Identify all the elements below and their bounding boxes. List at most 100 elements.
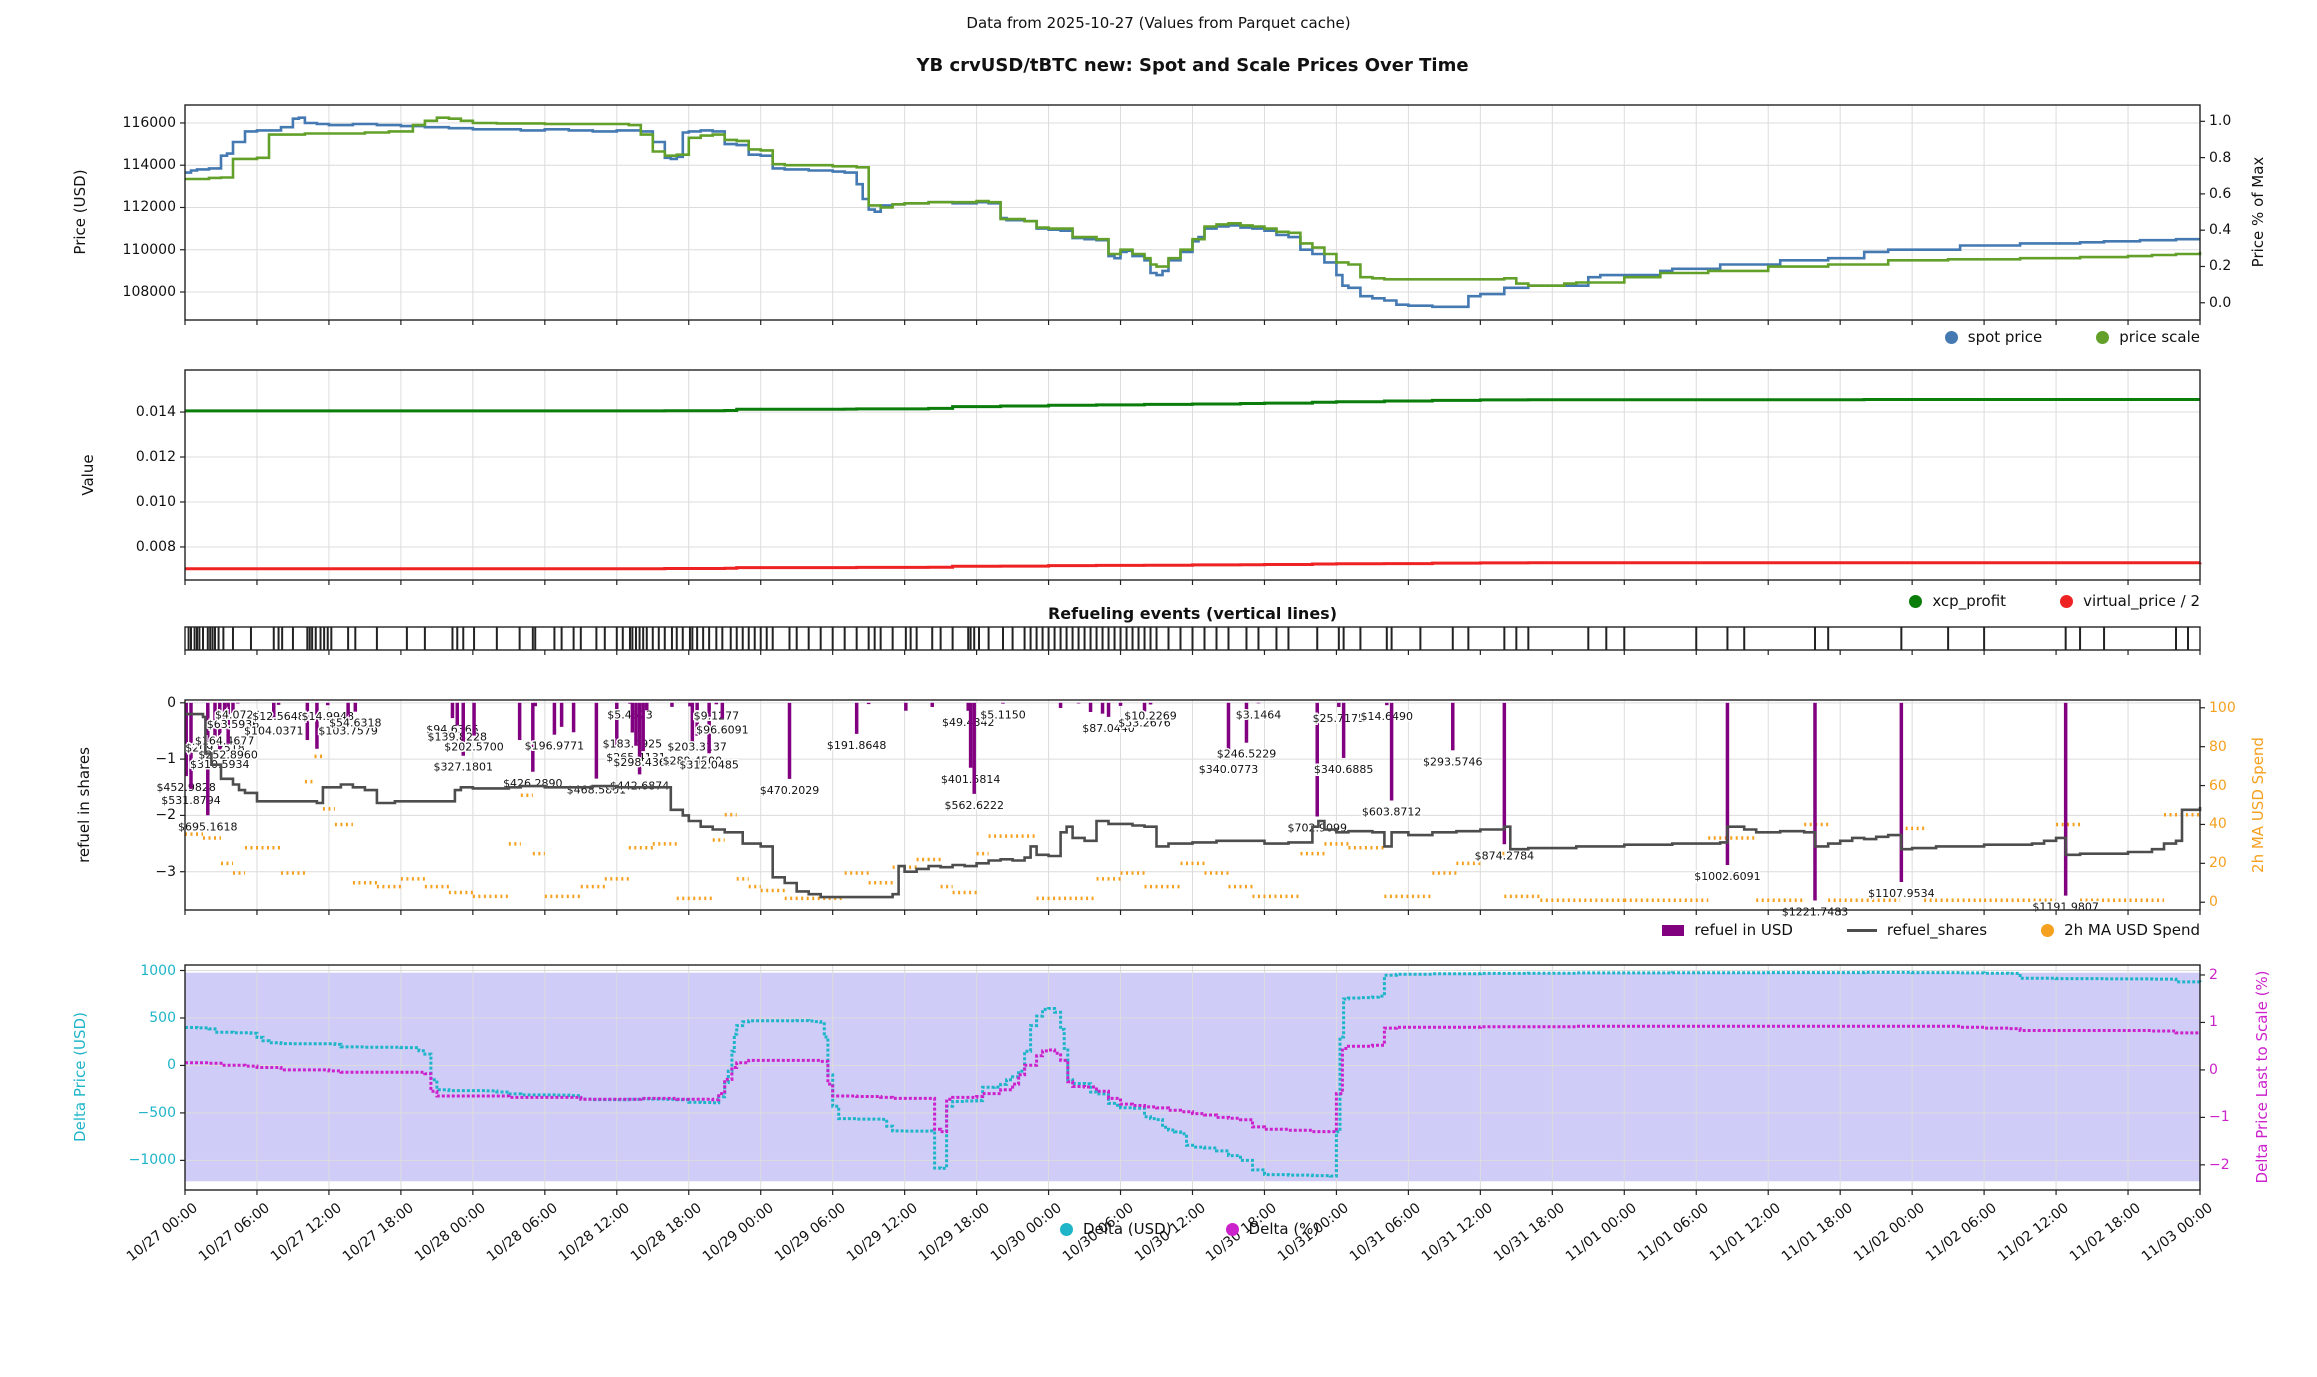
legend-item-refuel-shares: refuel_shares xyxy=(1846,921,1988,939)
refuel-usd-annotation: $25.7175 xyxy=(1313,712,1366,725)
value-ytick: 0.012 xyxy=(135,449,176,465)
refuel-usd-annotation: $702.9099 xyxy=(1287,822,1347,835)
refuel-usd-annotation: $103.7579 xyxy=(318,725,378,738)
virtual-price-dot-icon xyxy=(2060,594,2074,608)
refuel-usd-annotation: $202.5700 xyxy=(444,741,504,754)
refuel-shares-line-icon xyxy=(1846,928,1877,932)
legend-label: refuel_shares xyxy=(1886,921,1988,939)
refuel-usd-annotation: $49.4342 xyxy=(942,716,995,729)
series-Delta xyxy=(185,1024,2200,1134)
refuel-usd-annotation: $442.6874 xyxy=(610,779,670,792)
refuel-usd-annotation: $252.8960 xyxy=(198,749,258,762)
legend-item-refuel-usd: refuel in USD xyxy=(1662,921,1793,939)
series-xcp_profit xyxy=(185,398,2200,413)
refuel-usd-annotation: $531.8794 xyxy=(161,794,221,807)
refuel-usd-annotation: $1221.7483 xyxy=(1782,905,1848,918)
refuel-usd-annotation: $246.5229 xyxy=(1217,748,1277,761)
delta-right-ytick: 1 xyxy=(2209,1014,2218,1031)
delta-right-ytick: −2 xyxy=(2209,1156,2230,1173)
refuel-usd-annotation: $203.3137 xyxy=(667,741,727,754)
delta-ytick: 1000 xyxy=(140,962,176,979)
legend-item-spot-price: spot price xyxy=(1944,328,2043,346)
refuel-usd-annotation: $562.6222 xyxy=(944,799,1004,812)
legend-item-price-scale: price scale xyxy=(2096,328,2200,346)
refuel-usd-annotation: $340.0773 xyxy=(1199,763,1259,776)
refuel-usd-annotation: $4.0720 xyxy=(215,708,261,721)
legend-item-virtual-price: virtual_price / 2 xyxy=(2060,592,2200,610)
refuel-right-ytick: 0 xyxy=(2209,894,2218,911)
events-title: Refueling events (vertical lines) xyxy=(1047,604,1338,623)
prices-right-ytick: 0.4 xyxy=(2209,222,2232,239)
prices-ytick: 110000 xyxy=(122,241,176,258)
legend-label: virtual_price / 2 xyxy=(2083,592,2200,610)
refuel-usd-annotation: $293.5746 xyxy=(1423,755,1483,768)
refuel-usd-annotation: $12.5648 xyxy=(252,710,305,723)
refuel-usd-annotation: $340.6885 xyxy=(1314,763,1374,776)
legend-item-delta-pct: Delta (%) xyxy=(1225,1220,1320,1238)
refuel-usd-annotation: $603.8712 xyxy=(1362,806,1422,819)
legend-label: Delta (%) xyxy=(1248,1220,1320,1238)
delta-ytick: −1000 xyxy=(128,1152,176,1169)
delta-ytick: 500 xyxy=(149,1009,176,1026)
series-virtual_price-/-2 xyxy=(185,561,2202,571)
refuel-usd-annotation: $298.4365 xyxy=(613,756,673,769)
delta-pct-dot-icon xyxy=(1225,1222,1239,1236)
refuel-ytick: −2 xyxy=(155,807,176,824)
refuel-usd-swatch-icon xyxy=(1662,924,1685,936)
refuel-usd-annotation: $209.2518 xyxy=(185,742,245,755)
refuel-ytick: −3 xyxy=(155,863,176,880)
xcp-profit-dot-icon xyxy=(1909,594,1923,608)
ma-spend-dot-icon xyxy=(2041,923,2055,937)
prices-ytick: 114000 xyxy=(122,157,176,174)
refuel-usd-annotation: $3.1464 xyxy=(1236,708,1282,721)
refuel-usd-annotation: $104.0371 xyxy=(244,725,304,738)
prices-right-ytick: 0.6 xyxy=(2209,185,2232,202)
delta-right-ytick: −1 xyxy=(2209,1109,2230,1126)
series-DeltaUSD xyxy=(185,970,2202,1178)
refuel-usd-annotation: $1107.9534 xyxy=(1868,887,1934,900)
refuel-legend: refuel in USD refuel_shares 2h MA USD Sp… xyxy=(1622,921,2200,939)
refuel-usd-annotation: $1191.9807 xyxy=(2032,901,2098,914)
value-ytick: 0.010 xyxy=(135,493,176,510)
refuel-right-ytick: 60 xyxy=(2209,777,2227,794)
value-ytick: 0.014 xyxy=(135,404,176,421)
figure-suptitle: Data from 2025-10-27 (Values from Parque… xyxy=(966,14,1351,32)
prices-ytick: 116000 xyxy=(122,114,176,131)
refuel-right-ytick: 20 xyxy=(2209,855,2227,872)
refuel-usd-annotation: $5.1150 xyxy=(980,709,1026,722)
refuel-right-ytick: 100 xyxy=(2209,699,2236,716)
delta-usd-dot-icon xyxy=(1060,1222,1073,1236)
refuel-usd-annotation: $183.4925 xyxy=(603,738,663,751)
refuel-usd-annotation: $191.8648 xyxy=(827,739,887,752)
refuel-usd-annotation: $5.4623 xyxy=(607,709,653,722)
refuel-right-ytick: 80 xyxy=(2209,738,2227,755)
prices-ytick: 112000 xyxy=(122,199,176,216)
refuel-usd-annotation: $96.6091 xyxy=(696,723,749,736)
refuel-usd-annotation: $94.6365 xyxy=(426,723,479,736)
refuel-usd-annotation: $9.1277 xyxy=(694,709,740,722)
refuel-usd-annotation: $54.6318 xyxy=(329,717,382,730)
refuel-usd-annotation: $265.4131 xyxy=(606,751,666,764)
refuel-usd-annotation: $401.5814 xyxy=(941,773,1001,786)
refuel-usd-annotation: $87.0440 xyxy=(1082,722,1135,735)
prices-right-ytick: 0.2 xyxy=(2209,258,2232,275)
refuel-usd-annotation: $327.1801 xyxy=(434,761,494,774)
legend-label: price scale xyxy=(2119,328,2200,346)
refuel-usd-annotation: $452.9828 xyxy=(156,781,216,794)
refuel-usd-annotation: $874.2784 xyxy=(1475,849,1535,862)
spot-price-dot-icon xyxy=(1944,330,1958,344)
value-ytick: 0.008 xyxy=(135,538,176,555)
refuel-usd-annotation: $196.9771 xyxy=(525,740,585,753)
series-refuel_shares xyxy=(185,712,2202,899)
prices-right-ytick: 0.8 xyxy=(2209,149,2232,166)
refuel-usd-annotation: $312.0485 xyxy=(679,758,739,771)
delta-right-ytick: 0 xyxy=(2209,1061,2218,1078)
price-scale-dot-icon xyxy=(2096,330,2110,344)
legend-item-delta-usd: Delta (USD) xyxy=(1060,1220,1172,1238)
prices-legend: spot price price scale xyxy=(1905,328,2200,346)
legend-item-xcp-profit: xcp_profit xyxy=(1909,592,2006,610)
legend-label: spot price xyxy=(1967,328,2043,346)
value-legend: xcp_profit virtual_price / 2 xyxy=(1869,592,2200,610)
delta-ytick: 0 xyxy=(167,1057,176,1074)
